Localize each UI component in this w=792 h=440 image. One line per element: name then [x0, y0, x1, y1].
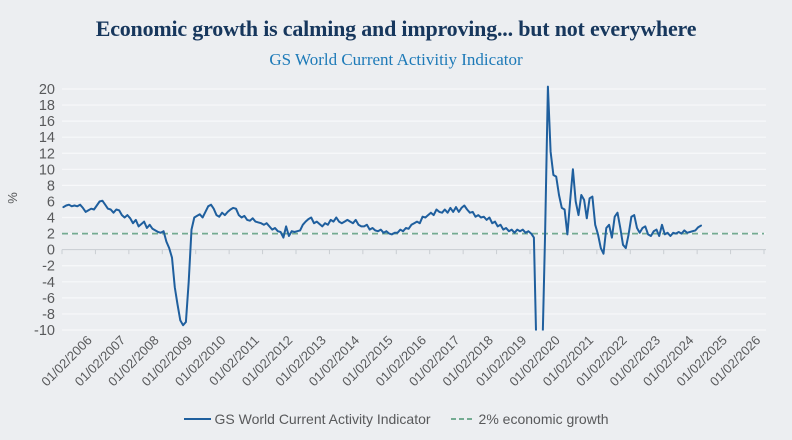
legend-label-2pct: 2% economic growth: [478, 411, 609, 427]
legend-label-gs-cai: GS World Current Activity Indicator: [214, 411, 431, 427]
y-tick-label: 14: [39, 130, 55, 146]
chart-legend: GS World Current Activity Indicator 2% e…: [0, 409, 792, 429]
chart-title: Economic growth is calming and improving…: [95, 16, 697, 41]
y-tick-label: -2: [42, 259, 55, 275]
y-tick-label: -8: [42, 307, 55, 323]
y-tick-label: -6: [42, 291, 55, 307]
y-tick-label: 0: [47, 243, 55, 259]
y-tick-label: 20: [39, 82, 55, 98]
legend-item-2pct: 2% economic growth: [450, 411, 609, 427]
series-line-gs-cai: [62, 85, 702, 331]
legend-item-gs-cai: GS World Current Activity Indicator: [183, 411, 431, 427]
y-tick-label: 2: [47, 227, 55, 243]
y-tick-label: 16: [39, 114, 55, 130]
y-tick-label: 4: [47, 211, 55, 227]
y-axis-unit-label: %: [5, 192, 20, 204]
y-tick-label: 10: [39, 162, 55, 178]
y-tick-label: 12: [39, 146, 55, 162]
chart-subtitle: GS World Current Activitiy Indicator: [269, 50, 523, 69]
y-tick-label: 6: [47, 194, 55, 210]
legend-dashed-line-icon: [450, 418, 475, 420]
legend-solid-line-icon: [183, 418, 211, 420]
y-tick-label: -10: [34, 323, 55, 339]
y-tick-label: -4: [42, 275, 55, 291]
y-tick-label: 8: [47, 178, 55, 194]
y-tick-label: 18: [39, 98, 55, 114]
